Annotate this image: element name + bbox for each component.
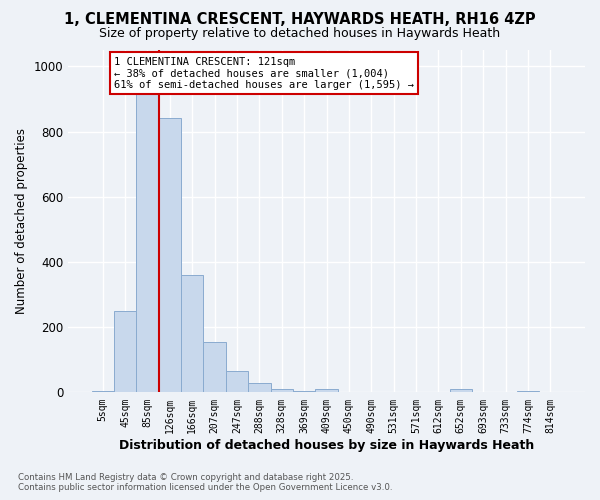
Bar <box>316 389 338 392</box>
Bar <box>226 371 248 392</box>
Text: Contains HM Land Registry data © Crown copyright and database right 2025.
Contai: Contains HM Land Registry data © Crown c… <box>18 473 392 492</box>
Bar <box>449 389 472 392</box>
Bar <box>181 275 203 392</box>
Bar <box>203 342 226 392</box>
X-axis label: Distribution of detached houses by size in Haywards Heath: Distribution of detached houses by size … <box>119 440 534 452</box>
Bar <box>136 89 158 392</box>
Bar <box>92 391 114 392</box>
Y-axis label: Number of detached properties: Number of detached properties <box>15 128 28 314</box>
Bar <box>293 391 316 392</box>
Bar <box>517 391 539 392</box>
Bar <box>114 311 136 392</box>
Bar <box>271 388 293 392</box>
Bar <box>248 382 271 392</box>
Text: 1, CLEMENTINA CRESCENT, HAYWARDS HEATH, RH16 4ZP: 1, CLEMENTINA CRESCENT, HAYWARDS HEATH, … <box>64 12 536 26</box>
Bar <box>158 118 181 392</box>
Text: Size of property relative to detached houses in Haywards Heath: Size of property relative to detached ho… <box>100 28 500 40</box>
Text: 1 CLEMENTINA CRESCENT: 121sqm
← 38% of detached houses are smaller (1,004)
61% o: 1 CLEMENTINA CRESCENT: 121sqm ← 38% of d… <box>114 56 414 90</box>
